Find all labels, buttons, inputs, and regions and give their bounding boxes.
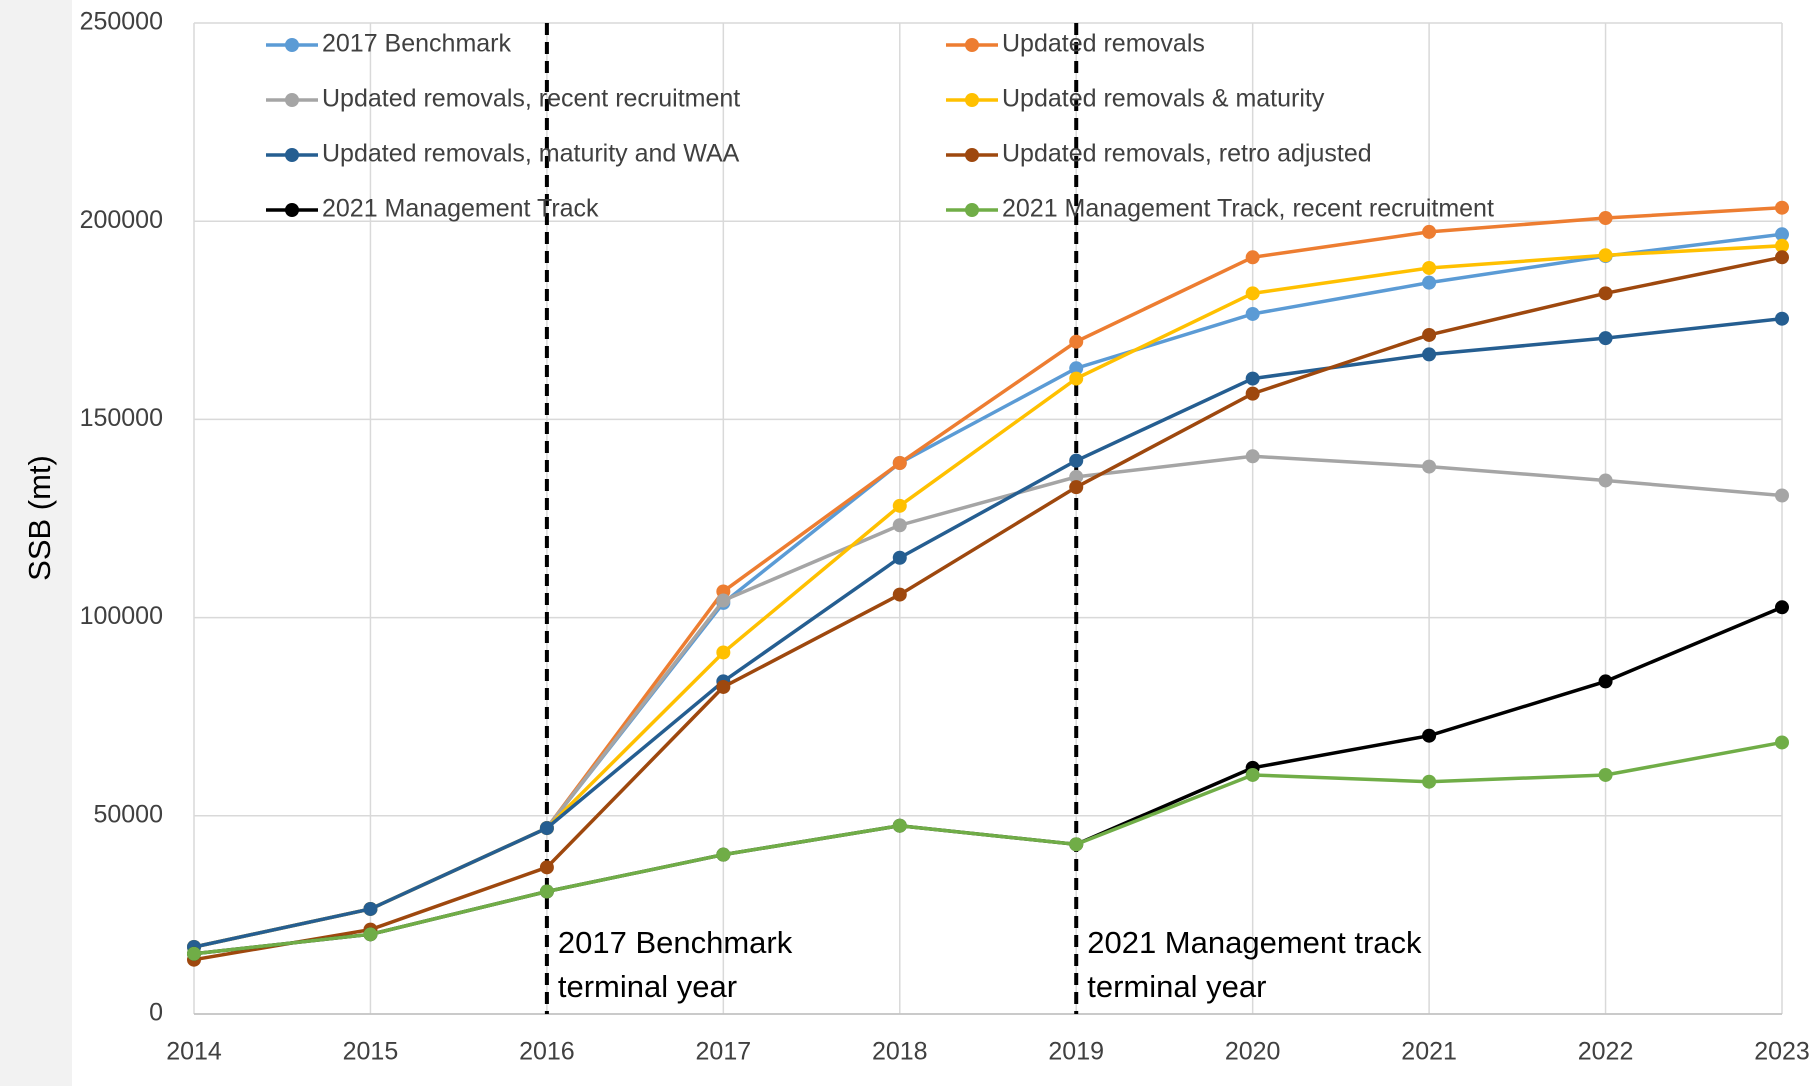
data-point	[1069, 361, 1084, 376]
legend-marker	[285, 38, 299, 52]
series-line	[193, 255, 1783, 962]
data-point	[539, 884, 554, 899]
data-point	[363, 927, 378, 942]
data-point	[892, 818, 907, 833]
legend-label: Updated removals, recent recruitment	[322, 85, 740, 113]
y-tick-label: 250000	[80, 8, 163, 36]
legend-label: 2017 Benchmark	[322, 30, 512, 58]
data-point	[1422, 459, 1437, 474]
data-point	[1598, 286, 1613, 301]
data-point	[1775, 600, 1789, 615]
x-tick-label: 2015	[343, 1038, 399, 1066]
data-point	[892, 587, 907, 602]
data-point	[1598, 473, 1613, 488]
y-tick-label: 150000	[80, 404, 163, 432]
data-point	[892, 498, 907, 513]
data-point	[1775, 735, 1789, 750]
data-point	[1775, 311, 1789, 326]
data-point	[1775, 200, 1789, 215]
x-tick-label: 2021	[1401, 1038, 1457, 1066]
x-tick-label: 2019	[1048, 1038, 1104, 1066]
data-point	[1069, 371, 1084, 386]
data-point	[892, 456, 907, 471]
series-line	[193, 740, 1783, 956]
data-point	[539, 821, 554, 836]
data-point	[1775, 250, 1789, 265]
annotation: 2017 Benchmark	[558, 925, 793, 960]
data-point	[1069, 837, 1084, 852]
data-point	[1069, 469, 1084, 484]
data-point	[1422, 327, 1437, 342]
y-tick-label: 0	[149, 999, 163, 1027]
data-point	[1245, 306, 1260, 321]
legend-marker	[285, 203, 299, 217]
legend-label: 2021 Management Track	[322, 195, 599, 223]
data-point	[1422, 275, 1437, 290]
data-point	[716, 847, 731, 862]
data-point	[363, 901, 378, 916]
data-point	[1598, 674, 1613, 689]
legend-marker	[285, 148, 299, 162]
annotation: 2021 Management track	[1087, 925, 1422, 960]
data-point	[1069, 453, 1084, 468]
legend-label: Updated removals, retro adjusted	[1002, 140, 1372, 168]
annotation: terminal year	[558, 969, 737, 1004]
data-point	[1245, 250, 1260, 265]
x-tick-label: 2023	[1754, 1038, 1810, 1066]
data-point	[1069, 334, 1084, 349]
legend-label: Updated removals	[1002, 30, 1205, 58]
x-tick-label: 2022	[1578, 1038, 1634, 1066]
data-point	[1245, 449, 1260, 464]
x-tick-label: 2017	[696, 1038, 752, 1066]
data-point	[892, 518, 907, 533]
series-line	[193, 232, 1783, 949]
legend-marker	[965, 148, 979, 162]
legend-marker	[965, 38, 979, 52]
y-tick-label: 200000	[80, 206, 163, 234]
data-point	[1422, 728, 1437, 743]
side-strip	[0, 0, 72, 1086]
data-point	[1775, 227, 1789, 242]
legend-label: 2021 Management Track, recent recruitmen…	[1002, 195, 1494, 223]
legend-label: Updated removals & maturity	[1002, 85, 1325, 113]
data-point	[1422, 347, 1437, 362]
data-point	[1245, 371, 1260, 386]
data-point	[1245, 767, 1260, 782]
data-point	[1422, 774, 1437, 789]
data-point	[716, 679, 731, 694]
data-point	[1422, 224, 1437, 239]
legend-marker	[965, 203, 979, 217]
data-point	[1422, 260, 1437, 275]
data-point	[716, 593, 731, 608]
data-point	[1598, 767, 1613, 782]
data-point	[716, 645, 731, 660]
series-line	[193, 244, 1783, 949]
data-point	[1598, 211, 1613, 226]
x-tick-label: 2016	[519, 1038, 575, 1066]
y-axis-label: SSB (mt)	[22, 455, 57, 581]
x-tick-label: 2018	[872, 1038, 928, 1066]
legend-marker	[285, 93, 299, 107]
data-point	[187, 946, 201, 961]
data-point	[892, 550, 907, 565]
data-point	[539, 860, 554, 875]
x-tick-label: 2014	[166, 1038, 222, 1066]
series-line	[193, 316, 1783, 949]
data-point	[1775, 488, 1789, 503]
data-point	[1598, 331, 1613, 346]
data-point	[1775, 238, 1789, 253]
data-point	[1245, 286, 1260, 301]
y-tick-label: 100000	[80, 602, 163, 630]
annotation: terminal year	[1087, 969, 1266, 1004]
series-line	[193, 605, 1783, 956]
data-point	[1069, 480, 1084, 495]
y-tick-label: 50000	[93, 800, 163, 828]
legend-marker	[965, 93, 979, 107]
data-point	[1598, 248, 1613, 263]
data-point	[1245, 386, 1260, 401]
legend-label: Updated removals, maturity and WAA	[322, 140, 740, 168]
x-tick-label: 2020	[1225, 1038, 1281, 1066]
